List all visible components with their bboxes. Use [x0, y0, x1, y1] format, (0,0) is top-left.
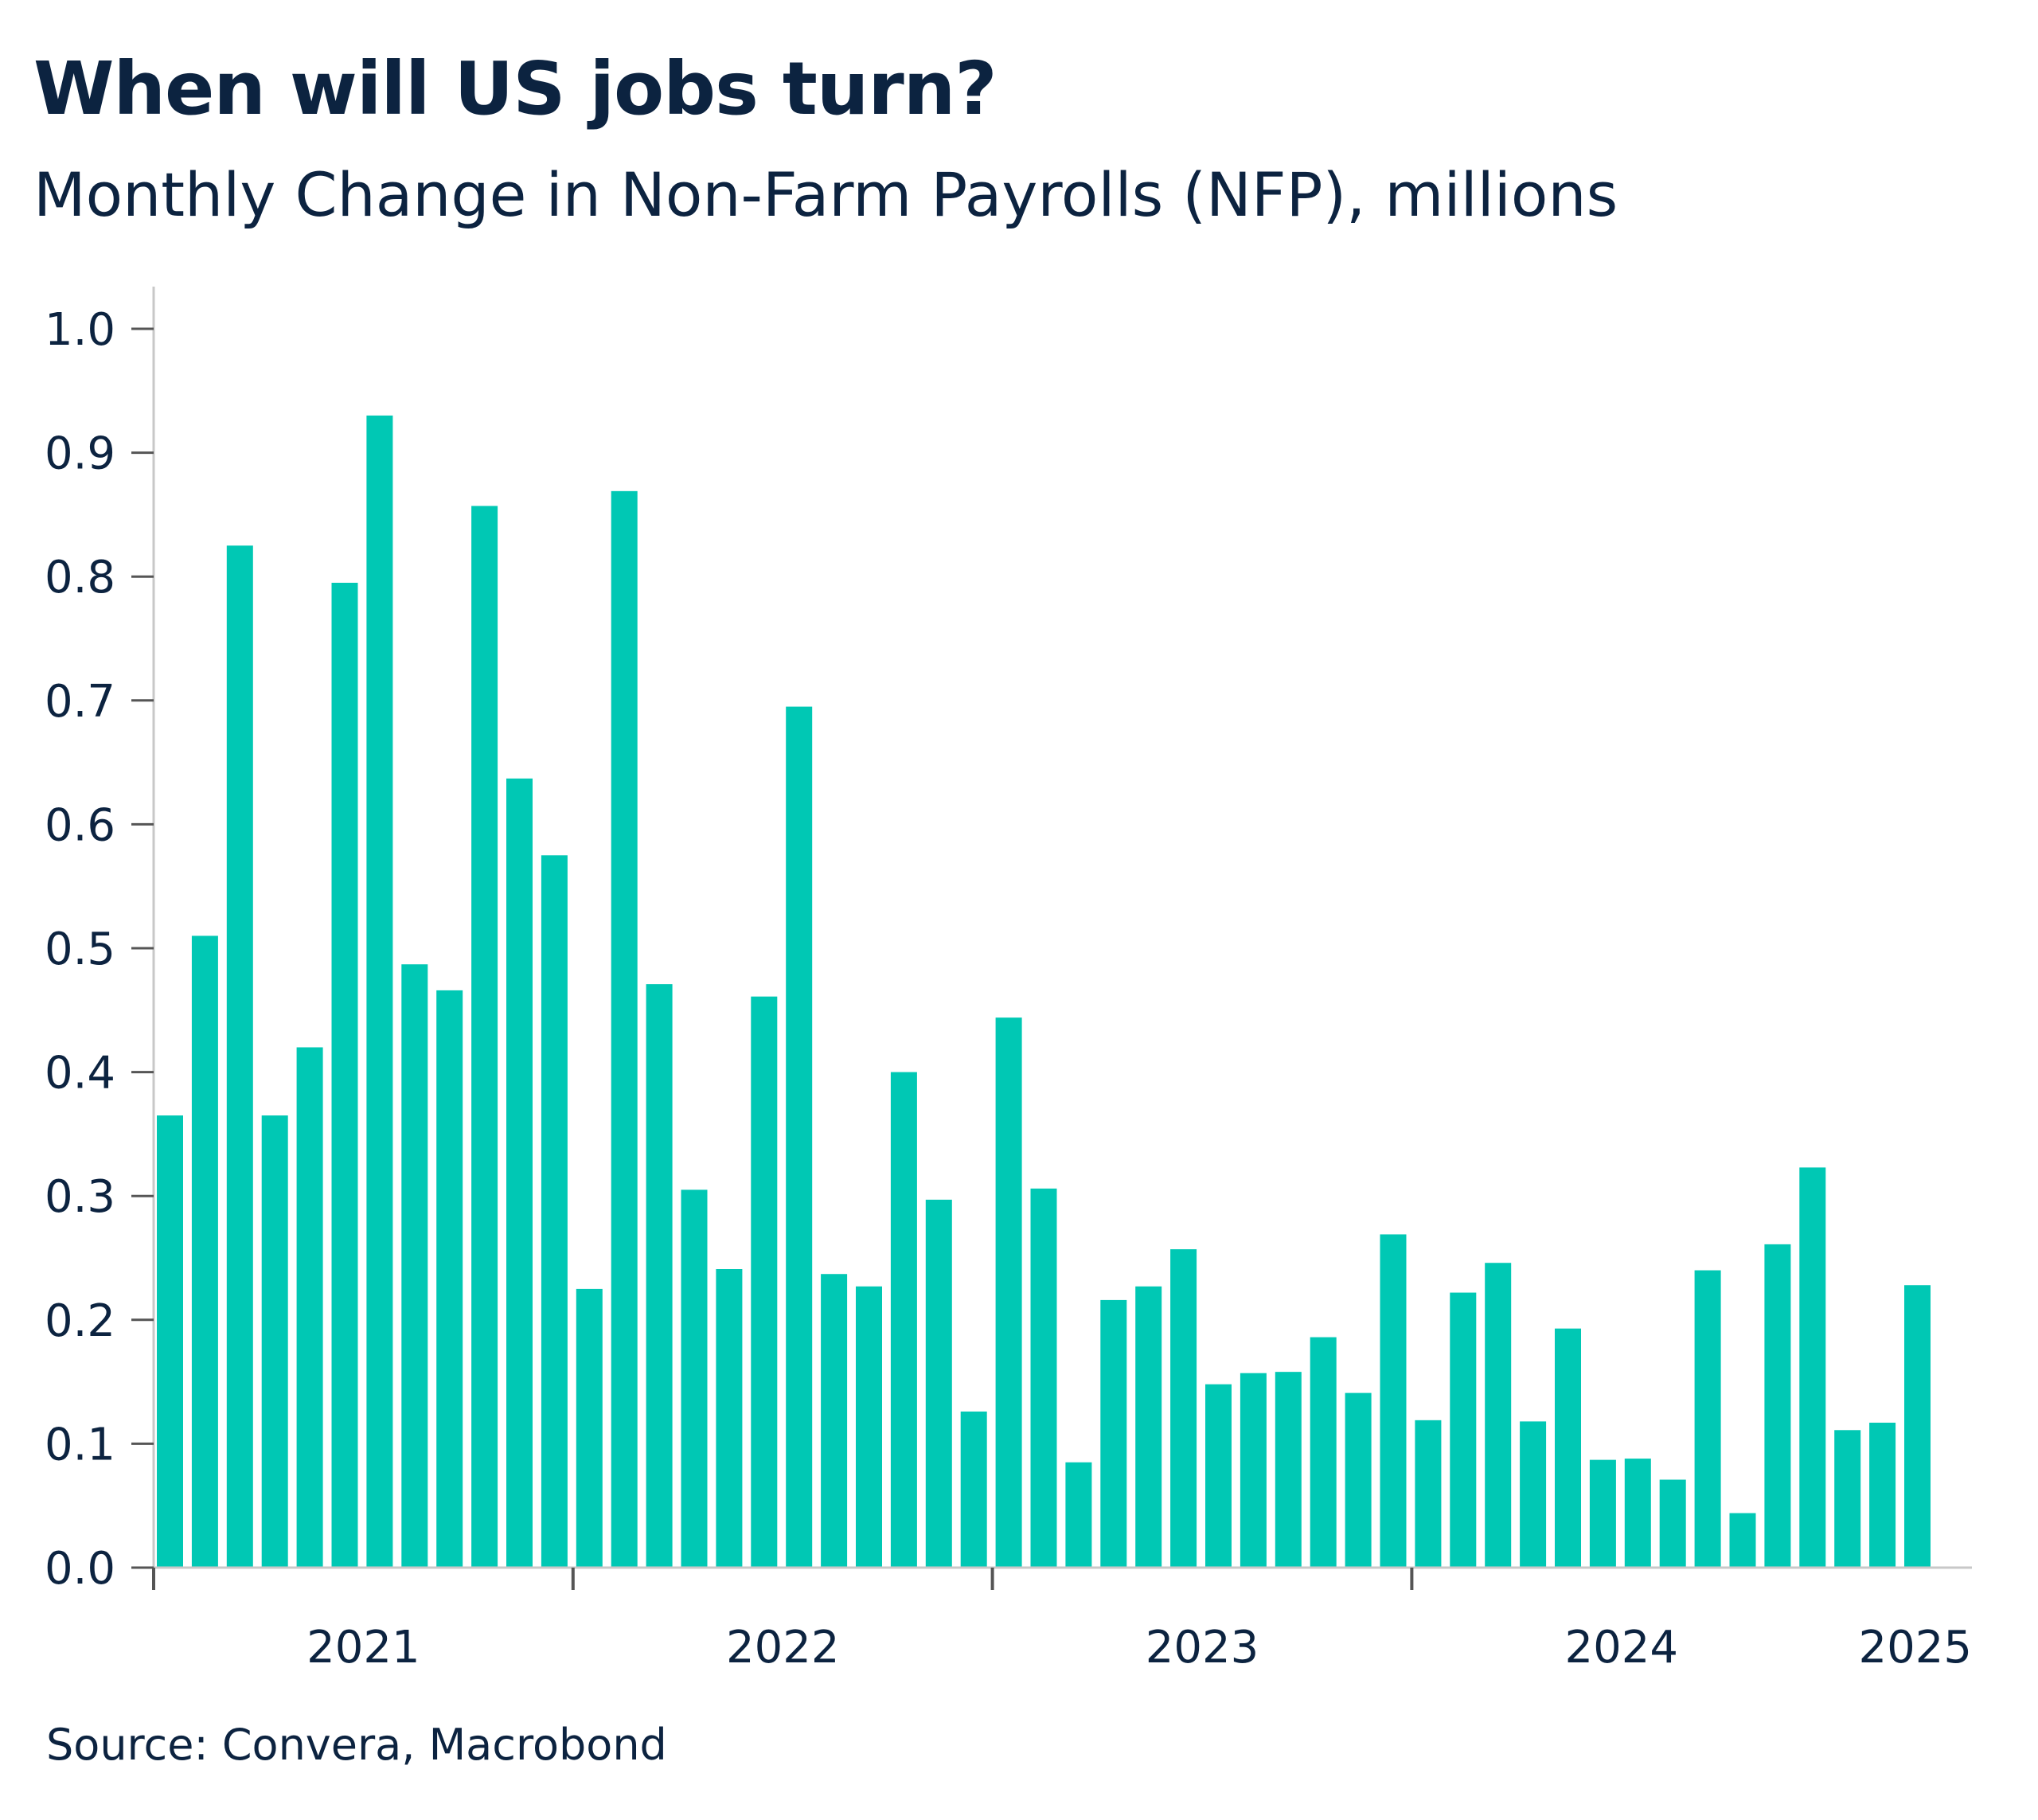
bar	[681, 1189, 708, 1568]
y-tick-label: 0.9	[45, 428, 115, 480]
bar	[1205, 1384, 1232, 1568]
bar	[1485, 1263, 1512, 1568]
bar	[1170, 1249, 1197, 1568]
y-tick-label: 0.0	[45, 1543, 115, 1595]
bar	[1380, 1234, 1407, 1568]
y-tick-label: 0.2	[45, 1295, 115, 1347]
bar	[1135, 1286, 1162, 1568]
chart-subtitle: Monthly Change in Non-Farm Payrolls (NFP…	[33, 159, 1618, 230]
bar	[1240, 1373, 1267, 1568]
bar	[890, 1072, 917, 1568]
bar	[1415, 1420, 1442, 1568]
bar	[541, 855, 568, 1568]
bar	[191, 935, 218, 1568]
bar	[1729, 1513, 1756, 1568]
y-tick-label: 0.5	[45, 924, 115, 975]
bar	[1764, 1244, 1791, 1568]
bar	[157, 1115, 183, 1568]
y-tick-label: 1.0	[45, 304, 115, 356]
bar	[646, 984, 673, 1568]
bar	[331, 582, 358, 1568]
bar	[1555, 1328, 1581, 1568]
bar	[1694, 1270, 1721, 1568]
bar	[1659, 1479, 1686, 1568]
bar	[506, 778, 533, 1568]
bar	[856, 1286, 882, 1568]
x-tick-label: 2025	[1858, 1622, 1972, 1674]
bar	[995, 1017, 1022, 1568]
bar	[226, 545, 253, 1568]
bar	[1275, 1372, 1302, 1568]
bar	[716, 1269, 743, 1568]
y-tick-label: 0.3	[45, 1171, 115, 1223]
bar	[751, 996, 778, 1568]
bar	[786, 706, 813, 1568]
x-tick-label: 2022	[726, 1622, 840, 1674]
bar	[821, 1274, 848, 1568]
source-note: Source: Convera, Macrobond	[46, 1720, 667, 1770]
x-tick-label: 2021	[306, 1622, 420, 1674]
bar	[1834, 1430, 1861, 1568]
y-tick-label: 0.7	[45, 676, 115, 728]
bar	[1869, 1422, 1896, 1568]
x-tick-label: 2023	[1146, 1622, 1259, 1674]
y-tick-label: 0.1	[45, 1419, 115, 1470]
bar	[1310, 1337, 1337, 1568]
bar	[1065, 1462, 1092, 1568]
x-tick-label: 2024	[1565, 1622, 1679, 1674]
bar	[471, 506, 498, 1568]
bar	[1450, 1292, 1477, 1568]
bar	[1624, 1459, 1651, 1568]
bar	[1030, 1188, 1057, 1568]
bar	[1100, 1299, 1127, 1568]
bar	[1904, 1285, 1931, 1568]
bar	[611, 490, 638, 1568]
bar	[436, 990, 463, 1568]
y-tick-label: 0.8	[45, 552, 115, 603]
bar	[1589, 1459, 1616, 1568]
y-tick-label: 0.4	[45, 1048, 115, 1099]
bar	[1520, 1421, 1547, 1568]
bar	[296, 1047, 323, 1568]
bar	[925, 1199, 952, 1568]
bar	[401, 964, 428, 1568]
bar	[1345, 1392, 1372, 1568]
bar	[366, 415, 393, 1568]
bar	[960, 1411, 987, 1568]
chart-title: When will US jobs turn?	[33, 46, 998, 131]
bar	[261, 1115, 288, 1568]
bar	[576, 1288, 603, 1568]
bar	[1799, 1167, 1826, 1568]
y-tick-label: 0.6	[45, 799, 115, 851]
